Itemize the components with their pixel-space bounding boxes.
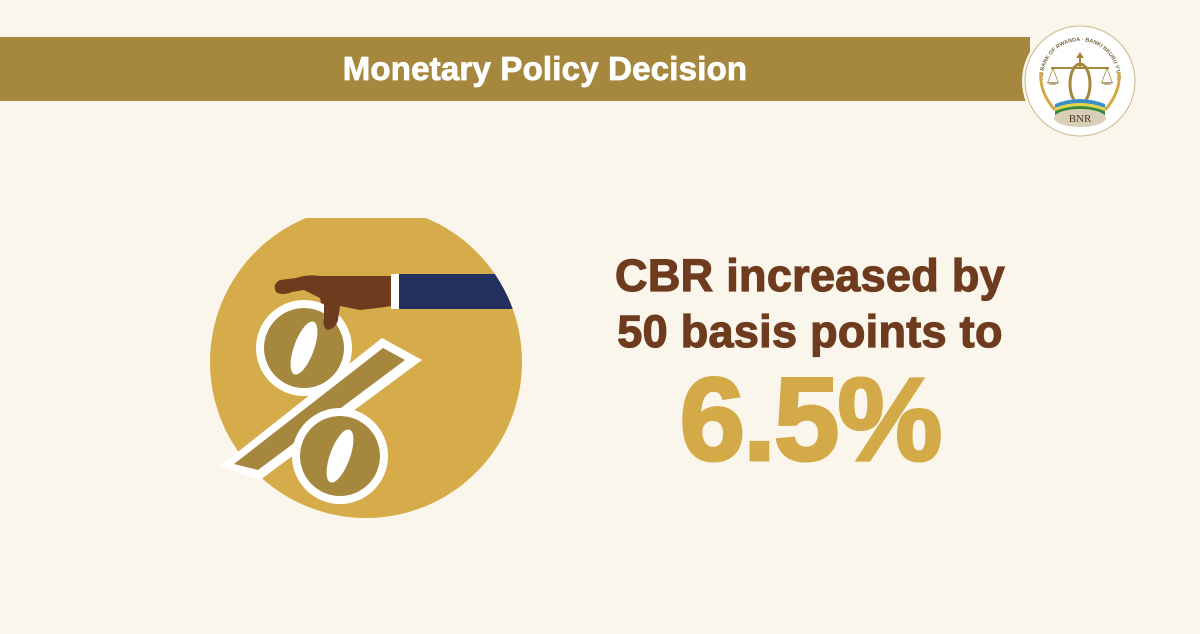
- announcement-headline: CBR increased by 50 basis points to: [600, 248, 1020, 360]
- central-bank-seal-icon: NATIONAL BANK OF RWANDA · BANKI NKURU Y'…: [1019, 18, 1138, 139]
- policy-rate-value: 6.5%: [678, 354, 944, 486]
- percent-illustration: [200, 206, 540, 528]
- header-banner: [0, 37, 1030, 101]
- svg-text:BNR: BNR: [1069, 113, 1092, 125]
- hand-placing-percent-icon: [210, 206, 522, 518]
- headline-line-2: 50 basis points to: [617, 305, 1003, 357]
- headline-line-1: CBR increased by: [614, 249, 1005, 301]
- page-title: Monetary Policy Decision: [342, 50, 748, 88]
- bnr-logo: NATIONAL BANK OF RWANDA · BANKI NKURU Y'…: [1019, 18, 1139, 140]
